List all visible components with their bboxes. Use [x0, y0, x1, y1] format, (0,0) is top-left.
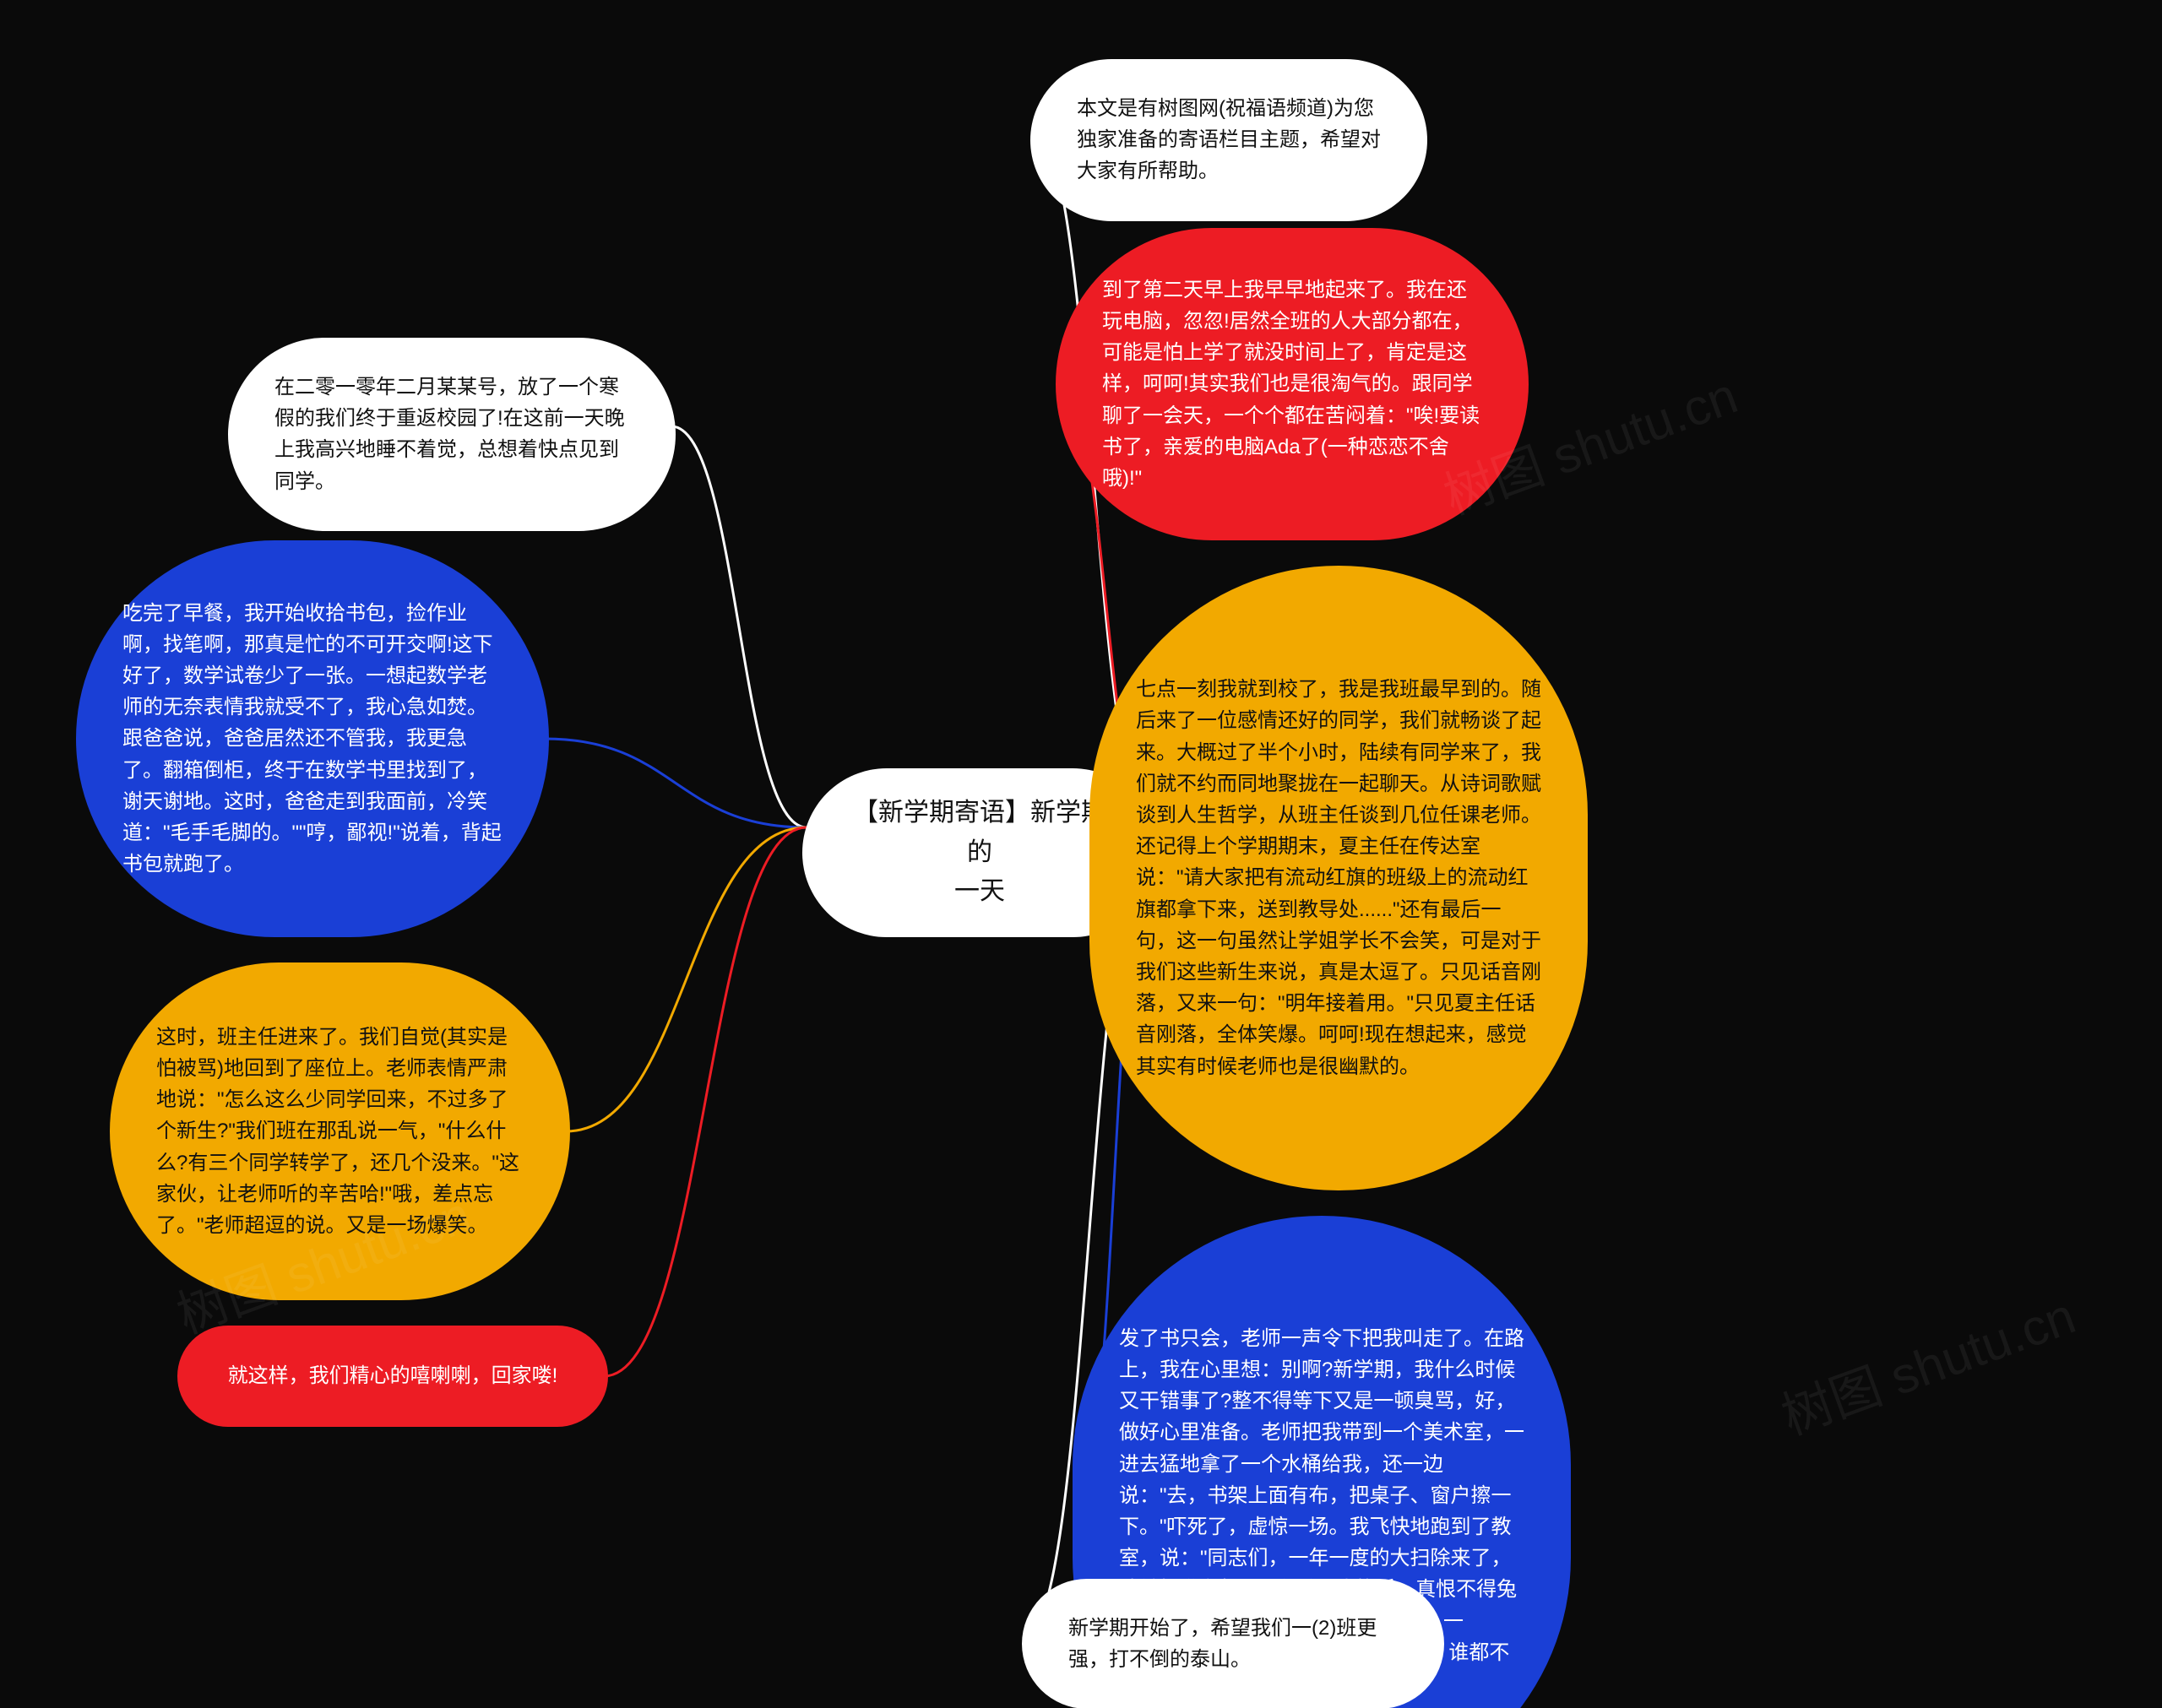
node-l2: 吃完了早餐，我开始收拾书包，捡作业啊，找笔啊，那真是忙的不可开交啊!这下好了，数… — [76, 540, 549, 937]
node-r1: 本文是有树图网(祝福语频道)为您独家准备的寄语栏目主题，希望对大家有所帮助。 — [1030, 59, 1427, 221]
node-l1: 在二零一零年二月某某号，放了一个寒假的我们终于重返校园了!在这前一天晚上我高兴地… — [228, 338, 676, 531]
node-l4: 就这样，我们精心的嘻喇喇，回家喽! — [177, 1326, 608, 1427]
node-r2: 到了第二天早上我早早地起来了。我在还玩电脑，忽忽!居然全班的人大部分都在，可能是… — [1056, 228, 1529, 540]
mindmap-canvas: 【新学期寄语】新学期的 一天 本文是有树图网(祝福语频道)为您独家准备的寄语栏目… — [0, 0, 2162, 1708]
node-l3: 这时，班主任进来了。我们自觉(其实是怕被骂)地回到了座位上。老师表情严肃地说："… — [110, 962, 570, 1300]
node-r5: 新学期开始了，希望我们一(2)班更强，打不倒的泰山。 — [1022, 1579, 1444, 1708]
node-r3: 七点一刻我就到校了，我是我班最早到的。随后来了一位感情还好的同学，我们就畅谈了起… — [1089, 566, 1588, 1190]
watermark-3: 树图 shutu.cn — [1770, 1275, 2083, 1449]
